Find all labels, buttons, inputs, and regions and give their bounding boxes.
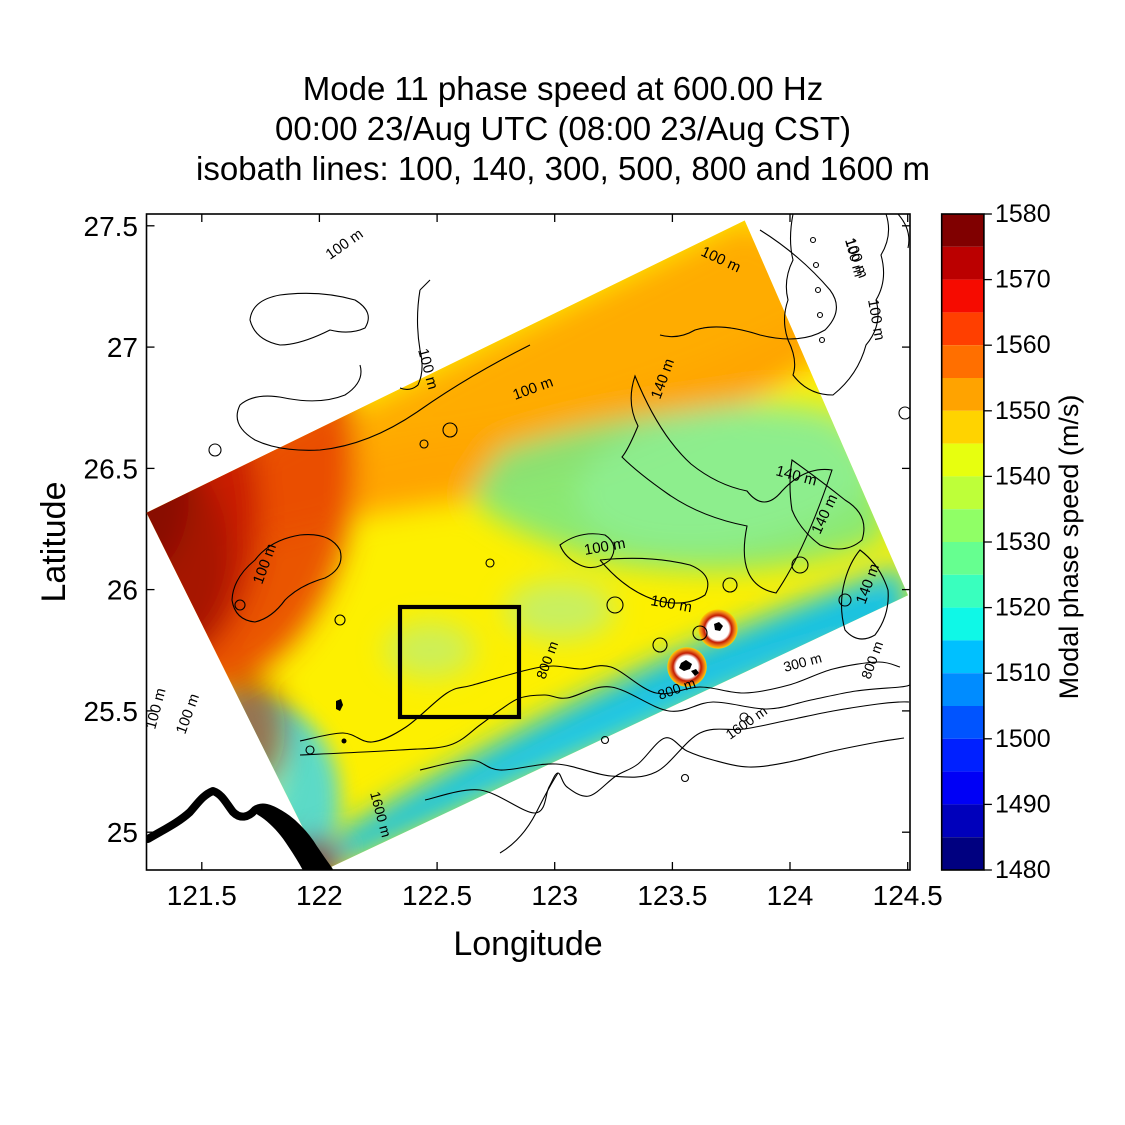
svg-text:Longitude: Longitude [453, 925, 602, 963]
svg-text:25: 25 [107, 817, 138, 848]
svg-text:1510: 1510 [995, 659, 1051, 687]
svg-text:1490: 1490 [995, 790, 1051, 818]
svg-text:1500: 1500 [995, 725, 1051, 753]
svg-text:27.5: 27.5 [84, 211, 139, 242]
svg-text:25.5: 25.5 [84, 696, 139, 727]
svg-text:124: 124 [767, 880, 814, 911]
svg-text:1520: 1520 [995, 594, 1051, 622]
svg-text:1580: 1580 [995, 200, 1051, 228]
svg-text:Mode 11 phase speed at 600.00: Mode 11 phase speed at 600.00 Hz [303, 70, 823, 107]
svg-text:124.5: 124.5 [873, 880, 943, 911]
svg-text:122: 122 [296, 880, 343, 911]
svg-text:123.5: 123.5 [637, 880, 707, 911]
svg-text:1560: 1560 [995, 331, 1051, 359]
svg-text:Latitude: Latitude [35, 482, 73, 603]
svg-text:122.5: 122.5 [402, 880, 472, 911]
svg-text:Modal phase speed (m/s): Modal phase speed (m/s) [1054, 395, 1084, 700]
svg-text:123: 123 [531, 880, 578, 911]
svg-text:1570: 1570 [995, 266, 1051, 294]
svg-text:00:00 23/Aug UTC (08:00 23/Aug: 00:00 23/Aug UTC (08:00 23/Aug CST) [275, 110, 851, 147]
svg-text:1530: 1530 [995, 528, 1051, 556]
svg-text:27: 27 [107, 332, 138, 363]
svg-text:1540: 1540 [995, 462, 1051, 490]
svg-text:1480: 1480 [995, 856, 1051, 884]
svg-text:121.5: 121.5 [167, 880, 237, 911]
svg-text:1550: 1550 [995, 397, 1051, 425]
svg-text:26.5: 26.5 [84, 453, 139, 484]
svg-text:isobath lines: 100, 140, 300,: isobath lines: 100, 140, 300, 500, 800 a… [196, 150, 930, 187]
svg-text:26: 26 [107, 575, 138, 606]
